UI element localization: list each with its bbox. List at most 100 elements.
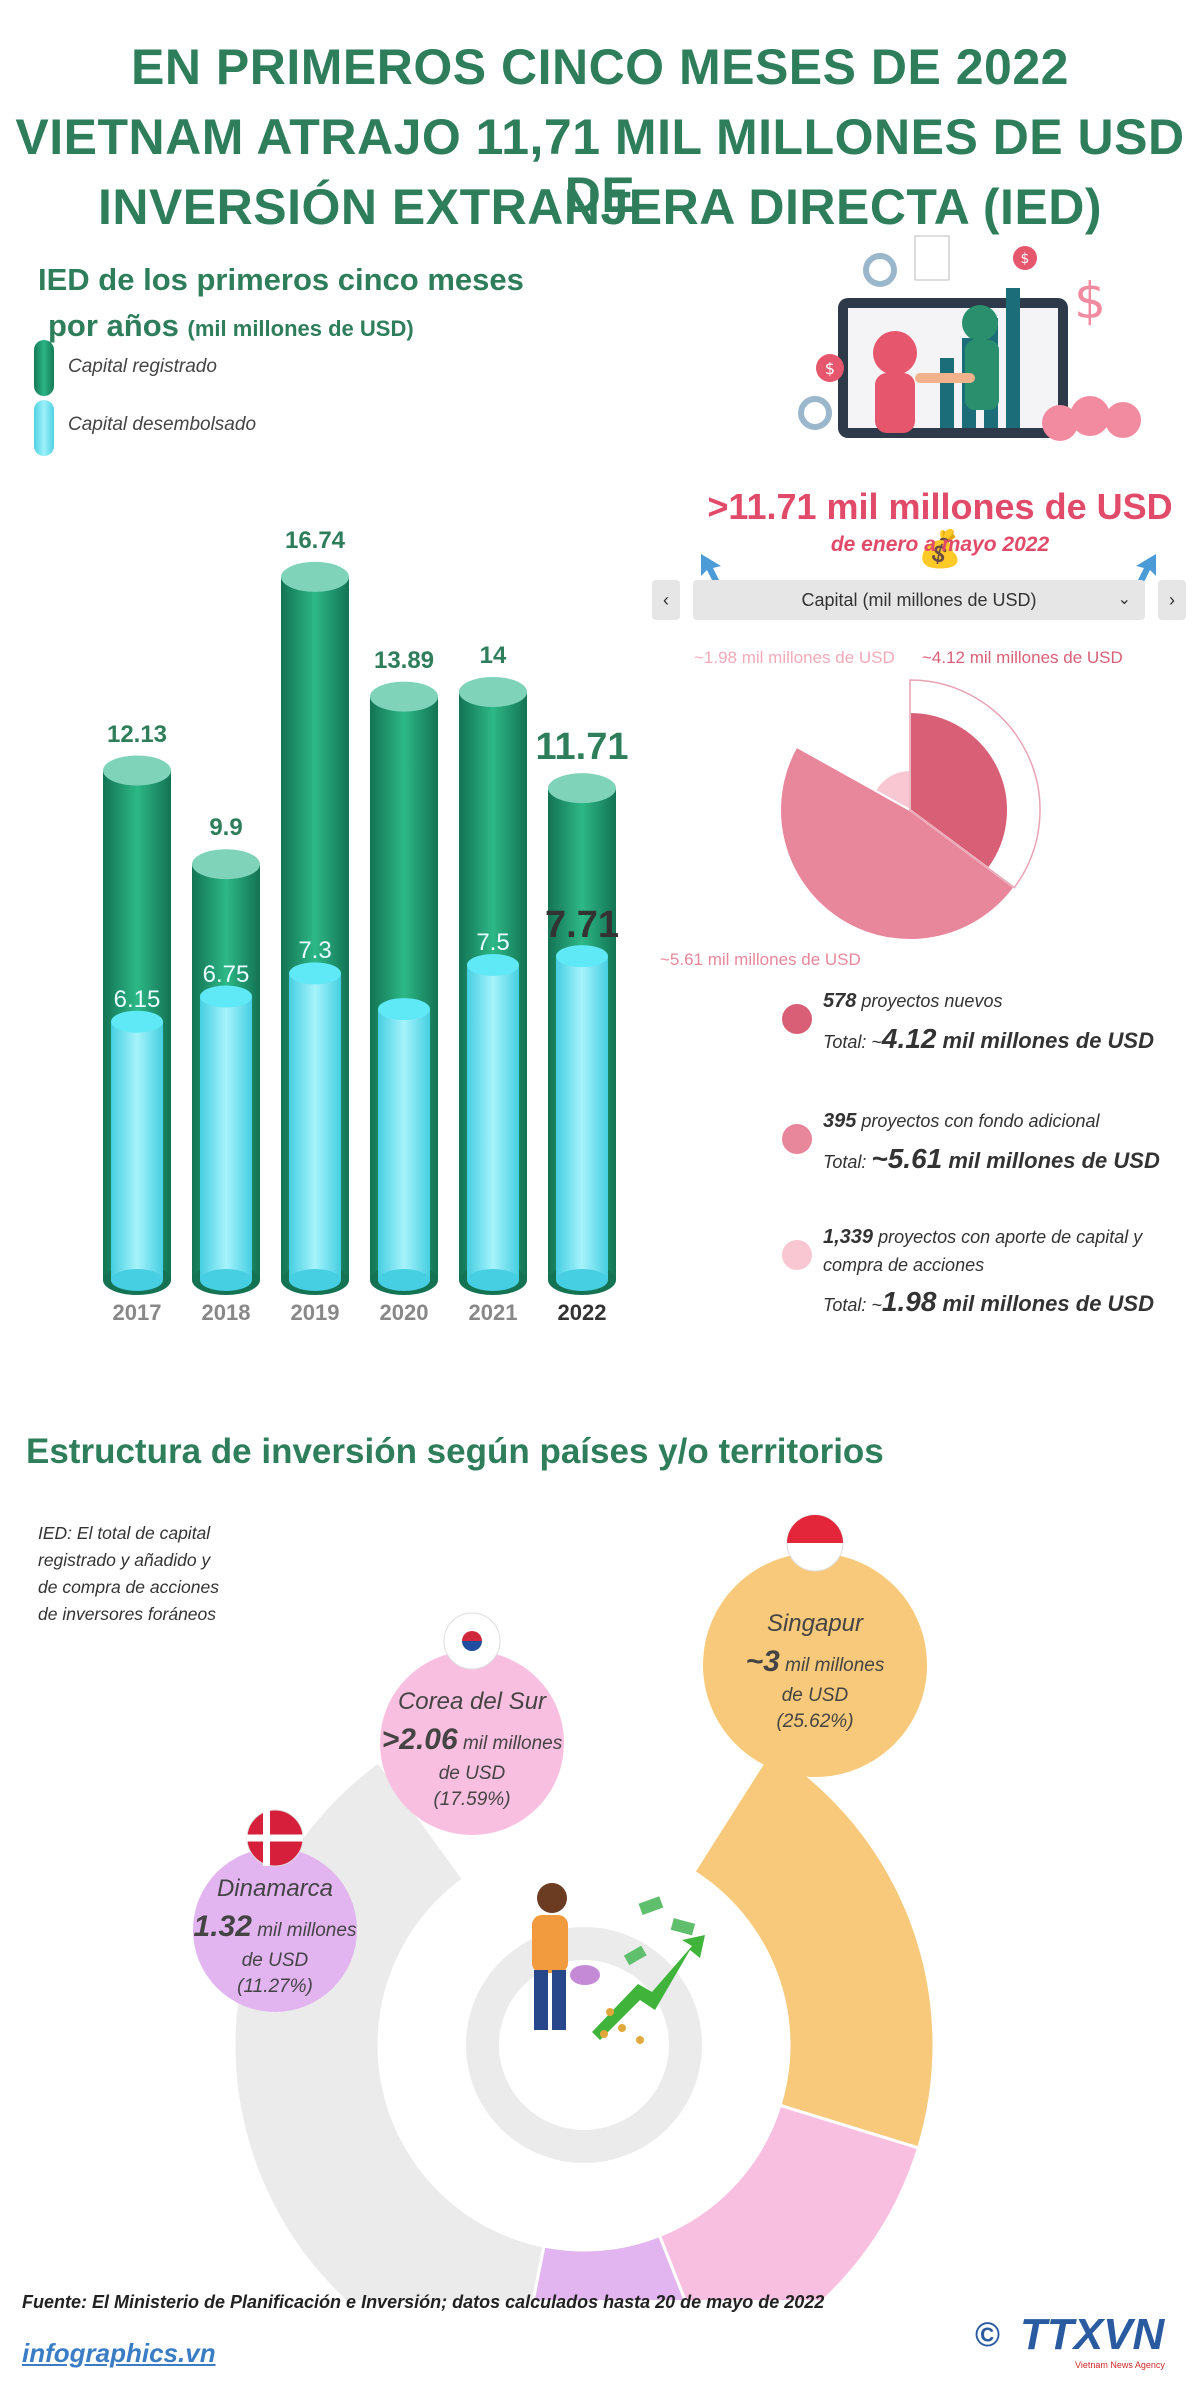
bar-value-label-2018: 9.9 [209,814,243,842]
pie-legend-dot-1 [782,1004,812,1034]
country-value-line: 1.32 mil millones [175,1906,375,1948]
pie-legend-dot-3 [782,1240,812,1270]
bar-value-label-2021: 14 [479,642,507,669]
fdi-bar-chart [103,561,616,1295]
bar-registered-top-2020 [370,681,438,712]
x-tick-label-2017: 2017 [112,1300,162,1325]
bar-value-label-2019: 16.74 [284,526,346,554]
pie-legend-total-value: 1.98 [881,1286,937,1317]
pie-legend-desc: 395 proyectos con fondo adicional [823,1106,1160,1136]
summary-headline: >11.71 mil millones de USD 💰 [700,486,1180,570]
pie-slice-outline [909,679,1041,889]
pie-legend-total-prefix: Total: [823,1152,872,1172]
bar-section-title: IED de los primeros cinco meses [38,262,524,297]
country-share: (25.62%) [776,1711,854,1733]
bar-registered-top-2017 [103,755,171,786]
x-tick-label-2021: 2021 [468,1300,518,1325]
bar-disbursed-2019 [289,973,341,1280]
fdi-note-line-3: de compra de acciones [38,1577,219,1598]
pie-legend-count: 1,339 [823,1226,874,1248]
summary-headline-text: >11.71 mil millones de USD [707,486,1173,527]
copyright-symbol: © [975,2316,1001,2354]
site-link[interactable]: infographics.vn [22,2338,216,2368]
bar-disbursed-top-2017 [111,1010,163,1033]
country-share: (11.27%) [237,1976,313,1998]
svg-text:$: $ [825,359,835,378]
bar-section-title-2: por años (mil millones de USD) [48,308,414,344]
ttxvn-logo: TTXVN [1020,2310,1165,2359]
bar-disbursed-2021 [467,965,519,1280]
country-value: 1.32 [193,1909,252,1943]
legend-registered-swatch [34,340,54,396]
pie-legend-item-3: 1,339 proyectos con aporte de capital y c… [823,1222,1154,1323]
capital-selector[interactable]: Capital (mil millones de USD) ⌄ [693,580,1145,620]
svg-text:$: $ [1074,272,1106,330]
pie-slice-3 [873,768,911,812]
pie-legend-total-prefix: Total: ~ [823,1295,882,1315]
chevron-down-icon: ⌄ [1117,591,1131,608]
pie-legend-total-unit: mil millones de USD [936,1028,1155,1053]
bar-disbursed-base-2018 [200,1269,252,1291]
bar-disbursed-base-2020 [378,1269,430,1291]
bar-disbursed-base-2017 [111,1269,163,1291]
pie-legend-total-prefix: Total: ~ [823,1032,882,1052]
business-handshake-illustration: $ $ $ [798,235,1141,441]
country-name: Singapur [766,1610,864,1637]
pie-legend-desc: 578 proyectos nuevos [823,986,1154,1016]
country-value: >2.06 [381,1722,458,1756]
countries-section-title: Estructura de inversión según países y/o… [26,1432,884,1471]
fdi-note-line-2: registrado y añadido y [38,1550,211,1571]
country-bubble-1 [703,1553,927,1777]
country-name: Corea del Sur [397,1688,547,1715]
country-label-1: Singapur ~3 mil millones de USD (25.62%) [715,1607,915,1736]
country-share-chart [193,1514,936,2300]
pie-legend-item-1: 578 proyectos nuevos Total: ~4.12 mil mil… [823,986,1154,1060]
country-value-line: >2.06 mil millones [372,1719,572,1761]
country-unit: mil millones [779,1654,885,1676]
bar-disbursed-2018 [200,996,252,1280]
pie-slice-2 [779,745,1016,941]
bar-value-label-2022: 11.71 [535,726,629,769]
pie-label-bottom: ~5.61 mil millones de USD [660,950,861,969]
legend-disbursed-label: Capital desembolsado [68,414,257,435]
fdi-note: IED: El total de capital registrado y añ… [38,1520,219,1629]
pie-slice-1 [909,710,1009,870]
country-unit: mil millones [457,1732,563,1754]
bar-registered-top-2019 [281,561,349,592]
page-title-line-2: VIETNAM ATRAJO 11,71 MIL MILLONES DE USD… [15,109,1185,223]
x-tick-label-2020: 2020 [379,1300,429,1325]
next-button[interactable]: › [1158,580,1186,620]
bar-disbursed-2017 [111,1021,163,1280]
bar-value-label-2017: 12.13 [106,720,168,748]
pie-legend-desc-text: proyectos nuevos [856,991,1003,1011]
pie-legend-count: 578 [823,990,857,1012]
investor-illustration [499,1883,705,2130]
x-tick-label-2019: 2019 [290,1300,340,1325]
donut-segment-dinamarca [531,2233,687,2300]
disbursed-value-label-2018: 6.75 [202,960,250,988]
pie-legend-desc: 1,339 proyectos con aporte de capital y [823,1222,1154,1252]
page-title-line-1: EN PRIMEROS CINCO MESES DE 2022 [131,39,1069,95]
bar-disbursed-top-2020 [378,998,430,1021]
pie-legend-total-value: 4.12 [881,1023,937,1054]
legend-disbursed-swatch [34,400,54,456]
country-unit-2: de USD [781,1684,849,1706]
bar-section-title-unit: (mil millones de USD) [187,316,414,341]
bar-disbursed-top-2019 [289,962,341,985]
page-title-line-3: INVERSIÓN EXTRANJERA DIRECTA (IED) [97,179,1103,235]
bar-disbursed-top-2022 [556,945,608,968]
singapore-flag-icon [786,1514,844,1572]
x-tick-label-2022: 2022 [557,1300,607,1325]
capital-pie-chart [779,679,1041,941]
bar-registered-top-2021 [459,677,527,707]
bar-value-label-2020: 13.89 [373,646,435,674]
country-value-line: ~3 mil millones [715,1641,915,1683]
pie-legend-dot-2 [782,1124,812,1154]
prev-button[interactable]: ‹ [652,580,680,620]
country-unit-2: de USD [438,1762,506,1784]
country-unit: mil millones [251,1919,357,1941]
bar-disbursed-2022 [556,956,608,1280]
pie-legend-desc-2: compra de acciones [823,1255,985,1275]
country-share: (17.59%) [433,1789,511,1811]
disbursed-value-label-2021: 7.5 [476,929,510,956]
